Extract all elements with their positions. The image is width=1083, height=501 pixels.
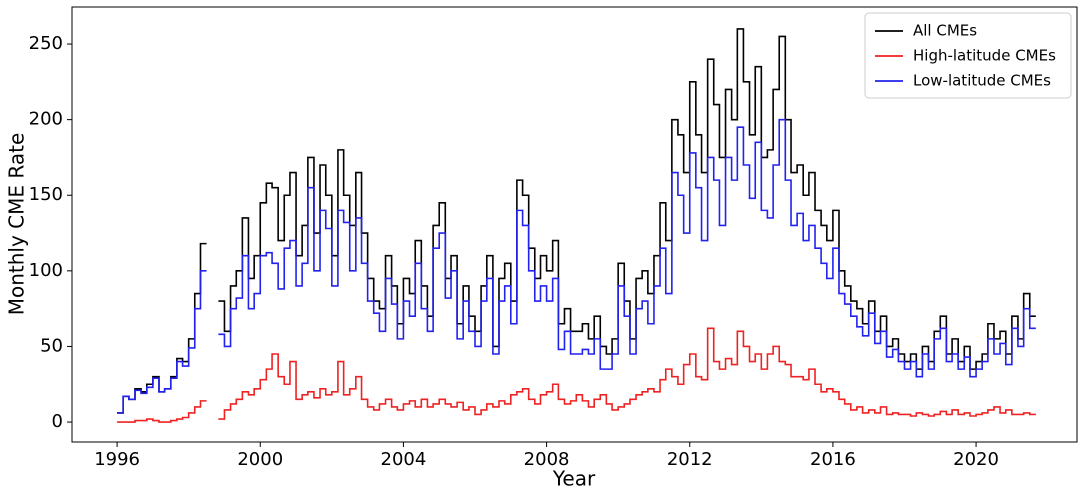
plot-frame	[71, 6, 1078, 443]
x-tick-label: 1996	[94, 449, 140, 470]
y-tick-label: 0	[52, 411, 63, 432]
y-tick-label: 250	[29, 33, 63, 54]
y-tick-label: 150	[29, 184, 63, 205]
x-tick-label: 2012	[667, 449, 713, 470]
series-line	[117, 327, 1036, 423]
legend-box	[864, 12, 1072, 99]
series-line	[117, 118, 1036, 414]
legend-label: High-latitude CMEs	[913, 47, 1056, 65]
y-tick-label: 200	[29, 109, 63, 130]
x-tick-label: 2016	[810, 449, 856, 470]
x-tick-label: 2008	[524, 449, 570, 470]
x-tick-label: 2004	[381, 449, 427, 470]
x-tick-label: 2000	[237, 449, 283, 470]
y-tick-label: 100	[29, 260, 63, 281]
y-tick-label: 50	[40, 335, 63, 356]
x-axis-label: Year	[552, 467, 596, 491]
legend-label: Low-latitude CMEs	[913, 72, 1051, 90]
y-axis-label: Monthly CME Rate	[5, 133, 29, 316]
legend-label: All CMEs	[913, 22, 977, 40]
x-tick-label: 2020	[953, 449, 999, 470]
